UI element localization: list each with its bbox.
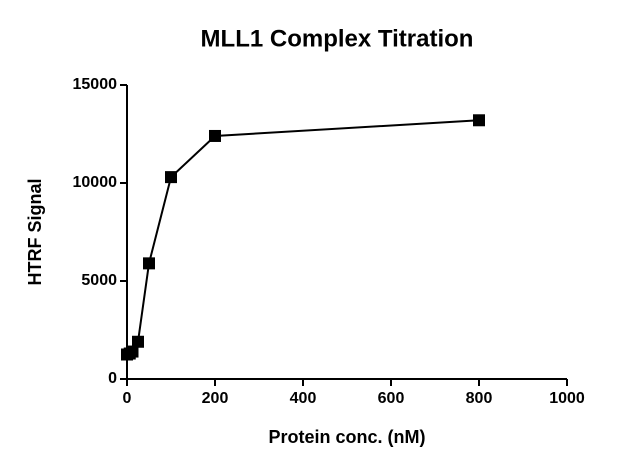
chart-title: MLL1 Complex Titration [201,25,474,52]
x-axis-label: Protein conc. (nM) [269,427,426,447]
y-tick-label: 10000 [73,174,118,191]
data-point [126,345,139,358]
y-tick-label: 15000 [73,76,118,93]
y-axis-label: HTRF Signal [25,179,45,286]
data-point [473,114,485,127]
x-tick-label: 400 [290,390,317,407]
data-point [143,257,155,270]
x-tick-label: 800 [466,390,493,407]
data-point [165,171,177,184]
data-point [132,335,144,348]
data-point [209,129,221,142]
x-tick-label: 600 [378,390,405,407]
x-tick-label: 0 [123,390,132,407]
series-line [126,119,480,356]
y-tick-label: 5000 [81,272,117,289]
y-tick-label: 0 [108,370,117,387]
x-tick-label: 1000 [549,390,585,407]
x-tick-label: 200 [202,390,229,407]
